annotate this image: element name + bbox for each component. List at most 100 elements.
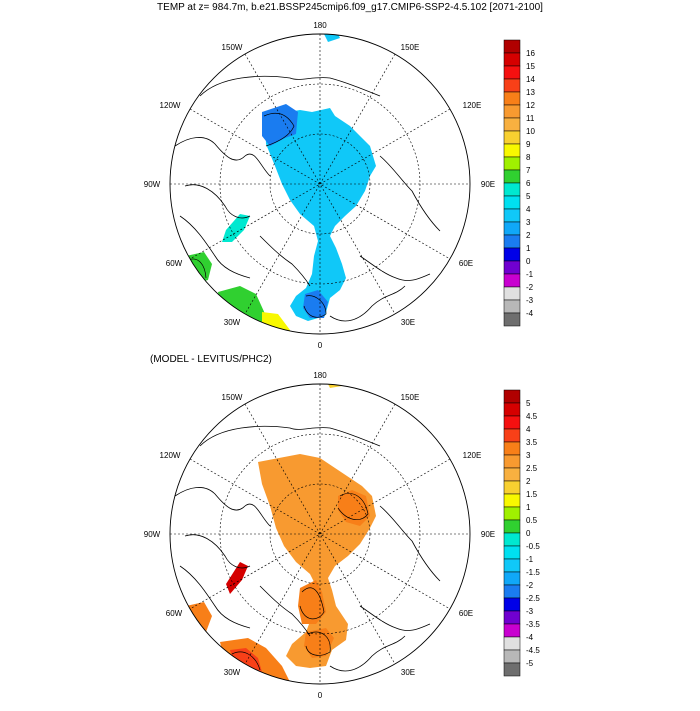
top-lon-90w: 90W bbox=[144, 180, 161, 189]
bottom-colorbar-box bbox=[503, 415, 521, 430]
bottom-lon-150w: 150W bbox=[222, 393, 243, 402]
bottom-lon-120w: 120W bbox=[160, 451, 181, 460]
top-colorbar-label: 10 bbox=[526, 127, 535, 136]
bottom-colorbar-box bbox=[503, 584, 521, 599]
top-lon-60e: 60E bbox=[459, 259, 473, 268]
top-colorbar-box bbox=[503, 143, 521, 158]
bottom-field-norwegian-orange bbox=[304, 628, 334, 658]
bottom-coastlines bbox=[174, 425, 441, 672]
bottom-colorbar-label: 0 bbox=[526, 529, 531, 538]
bottom-colorbar-label: 1 bbox=[526, 503, 531, 512]
top-lon-90e: 90E bbox=[481, 180, 495, 189]
bottom-colorbar-label: 4 bbox=[526, 425, 531, 434]
top-colorbar-box bbox=[503, 221, 521, 236]
bottom-colorbar-box bbox=[503, 649, 521, 664]
bottom-colorbar-label: 3 bbox=[526, 451, 531, 460]
top-colorbar-label: 6 bbox=[526, 179, 531, 188]
top-colorbar-box bbox=[503, 312, 521, 327]
top-colorbar-box bbox=[503, 130, 521, 145]
bottom-lon-150e: 150E bbox=[401, 393, 420, 402]
bottom-colorbar-label: -3 bbox=[526, 607, 534, 616]
bottom-colorbar-box bbox=[503, 506, 521, 521]
bottom-colorbar-box bbox=[503, 493, 521, 508]
bottom-lon-90e: 90E bbox=[481, 530, 495, 539]
bottom-lon-0: 0 bbox=[318, 691, 323, 700]
top-lon-150w: 150W bbox=[222, 43, 243, 52]
top-colorbar-label: 8 bbox=[526, 153, 531, 162]
top-colorbar-label: 7 bbox=[526, 166, 531, 175]
bottom-field-baffin-red bbox=[226, 562, 248, 594]
bottom-lon-120e: 120E bbox=[463, 451, 482, 460]
bottom-colorbar-label: -2.5 bbox=[526, 594, 540, 603]
top-graticule bbox=[170, 34, 470, 334]
bottom-field-fram-orange bbox=[298, 580, 326, 624]
top-colorbar-box bbox=[503, 260, 521, 275]
top-colorbar-box bbox=[503, 182, 521, 197]
bottom-colorbar-label: -1.5 bbox=[526, 568, 540, 577]
bottom-colorbar-box bbox=[503, 558, 521, 573]
top-lon-60w: 60W bbox=[166, 259, 183, 268]
bottom-lon-180: 180 bbox=[313, 371, 327, 380]
top-colorbar-label: 12 bbox=[526, 101, 535, 110]
bottom-colorbar-box bbox=[503, 662, 521, 677]
top-colorbar-label: -1 bbox=[526, 270, 534, 279]
top-lon-120e: 120E bbox=[463, 101, 482, 110]
bottom-colorbar-box bbox=[503, 428, 521, 443]
bottom-colorbar-label: -4 bbox=[526, 633, 534, 642]
top-colorbar-label: -2 bbox=[526, 283, 534, 292]
top-colorbar-label: 5 bbox=[526, 192, 531, 201]
top-field-norwegian bbox=[303, 290, 328, 318]
bottom-lon-30w: 30W bbox=[224, 668, 241, 677]
top-colorbar-box bbox=[503, 208, 521, 223]
bottom-colorbar: 5 4.5 4 3.5 3 2.5 2 1.5 1 0.5 0 -0.5 -1 -1.5 -2 -2.5 -3 -… bbox=[503, 389, 540, 677]
bottom-colorbar-box bbox=[503, 636, 521, 651]
top-colorbar-box bbox=[503, 78, 521, 93]
top-colorbar-box bbox=[503, 234, 521, 249]
bottom-map: 180 150W 150E 120W 120E 90W 90E 60W 60E … bbox=[144, 371, 495, 700]
top-map-panel: 180 150W 150E 120W 120E 90W 90E 60W 60E … bbox=[0, 16, 700, 356]
top-field-northpacific bbox=[322, 34, 340, 42]
top-colorbar-label: 15 bbox=[526, 62, 535, 71]
top-map-border bbox=[169, 33, 471, 335]
top-colorbar-box bbox=[503, 286, 521, 301]
bottom-colorbar-label: -5 bbox=[526, 659, 534, 668]
top-colorbar-label: -4 bbox=[526, 309, 534, 318]
bottom-colorbar-label: 4.5 bbox=[526, 412, 538, 421]
bottom-graticule bbox=[170, 384, 470, 684]
bottom-colorbar-label: -4.5 bbox=[526, 646, 540, 655]
top-colorbar-label: -3 bbox=[526, 296, 534, 305]
top-map: 180 150W 150E 120W 120E 90W 90E 60W 60E … bbox=[144, 21, 495, 350]
bottom-colorbar-label: 3.5 bbox=[526, 438, 538, 447]
top-lon-30w: 30W bbox=[224, 318, 241, 327]
top-colorbar-box bbox=[503, 247, 521, 262]
top-colorbar-box bbox=[503, 273, 521, 288]
top-colorbar-label: 9 bbox=[526, 140, 531, 149]
bottom-contours bbox=[231, 493, 369, 671]
bottom-lon-30e: 30E bbox=[401, 668, 415, 677]
top-colorbar-box bbox=[503, 65, 521, 80]
bottom-colorbar-label: -2 bbox=[526, 581, 534, 590]
top-colorbar-label: 14 bbox=[526, 75, 535, 84]
bottom-colorbar-label: 0.5 bbox=[526, 516, 538, 525]
top-colorbar-label: 11 bbox=[526, 114, 535, 123]
bottom-colorbar-box bbox=[503, 389, 521, 404]
bottom-colorbar-label: 1.5 bbox=[526, 490, 538, 499]
bottom-colorbar-label: -3.5 bbox=[526, 620, 540, 629]
top-lon-180: 180 bbox=[313, 21, 327, 30]
bottom-field-beaufort-orange bbox=[338, 490, 370, 526]
bottom-colorbar-box bbox=[503, 402, 521, 417]
top-colorbar-label: 2 bbox=[526, 231, 531, 240]
top-colorbar-label: 16 bbox=[526, 49, 535, 58]
bottom-colorbar-label: -1 bbox=[526, 555, 534, 564]
top-colorbar-box bbox=[503, 104, 521, 119]
top-colorbar-box bbox=[503, 169, 521, 184]
top-lon-120w: 120W bbox=[160, 101, 181, 110]
bottom-map-svg: 180 150W 150E 120W 120E 90W 90E 60W 60E … bbox=[144, 371, 541, 700]
difference-subtitle: (MODEL - LEVITUS/PHC2) bbox=[150, 354, 272, 365]
bottom-colorbar-label: 2.5 bbox=[526, 464, 538, 473]
bottom-colorbar-box bbox=[503, 467, 521, 482]
bottom-colorbar-box bbox=[503, 532, 521, 547]
top-map-svg: 180 150W 150E 120W 120E 90W 90E 60W 60E … bbox=[144, 21, 536, 350]
bottom-colorbar-box bbox=[503, 597, 521, 612]
